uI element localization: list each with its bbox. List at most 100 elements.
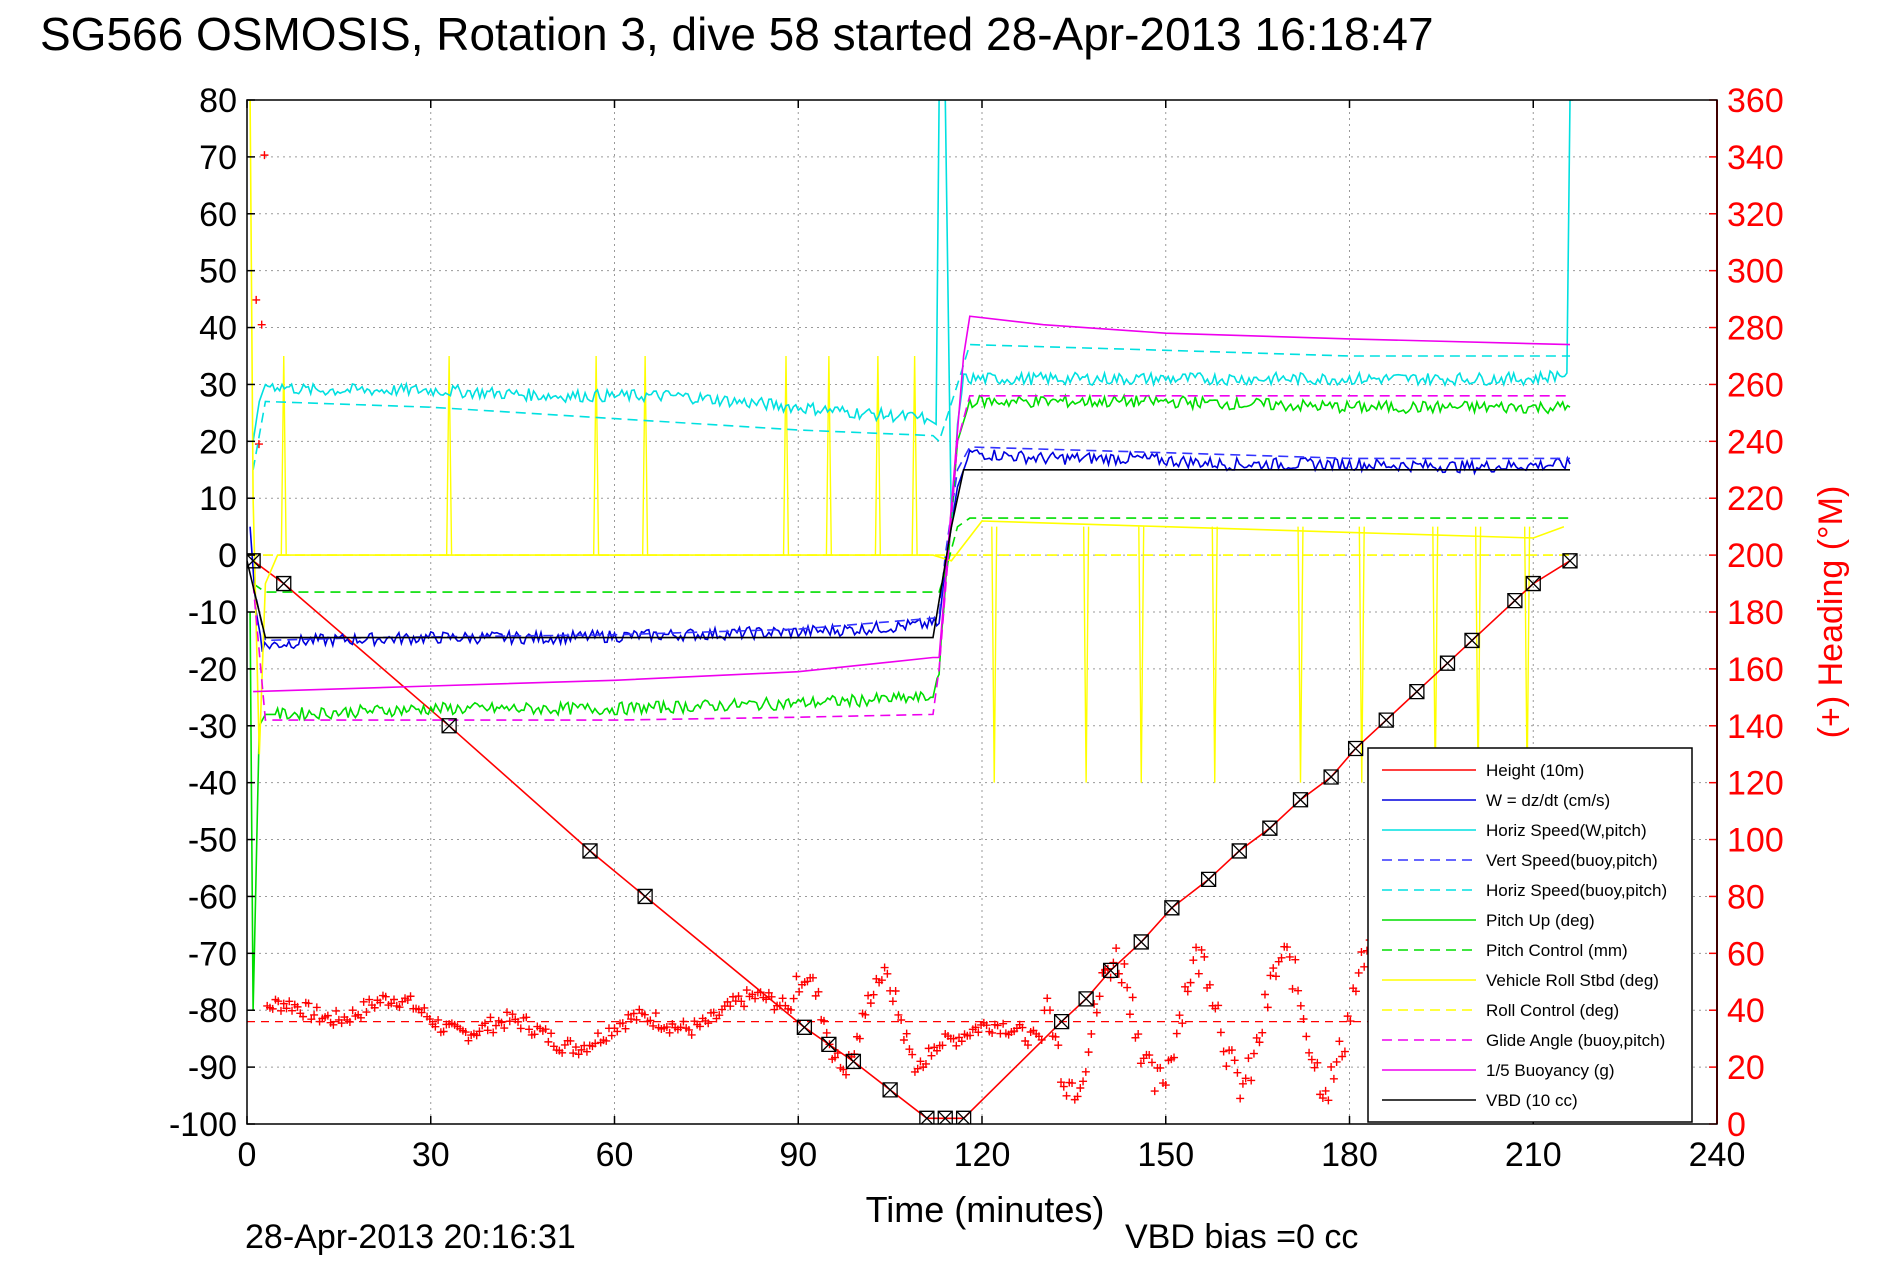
x-tick-label: 120 bbox=[954, 1136, 1011, 1174]
heading-marker bbox=[1216, 1028, 1225, 1037]
legend-label: VBD (10 cc) bbox=[1486, 1091, 1578, 1110]
heading-marker bbox=[1062, 1091, 1071, 1100]
series-line-7 bbox=[249, 100, 1565, 755]
heading-marker bbox=[1351, 987, 1360, 996]
heading-marker bbox=[395, 1003, 404, 1012]
heading-marker bbox=[869, 990, 878, 999]
series-layer bbox=[247, 100, 1578, 1124]
heading-marker bbox=[480, 1019, 489, 1028]
heading-marker bbox=[916, 1057, 925, 1066]
y-tick-label: 10 bbox=[199, 480, 237, 518]
heading-marker bbox=[274, 997, 283, 1006]
heading-marker bbox=[356, 1013, 365, 1022]
heading-marker bbox=[348, 1006, 357, 1015]
roll-spike bbox=[911, 355, 918, 556]
roll-spike bbox=[1474, 526, 1482, 783]
heading-marker bbox=[1123, 983, 1132, 992]
heading-marker bbox=[1156, 1063, 1165, 1072]
right-tick-label: 80 bbox=[1727, 878, 1765, 916]
heading-marker bbox=[1296, 1001, 1305, 1010]
heading-marker bbox=[924, 1044, 933, 1053]
heading-marker bbox=[1227, 1046, 1236, 1055]
heading-marker bbox=[1285, 952, 1294, 961]
heading-marker bbox=[503, 1008, 512, 1017]
heading-marker bbox=[894, 1010, 903, 1019]
heading-marker bbox=[1054, 1041, 1063, 1050]
heading-marker bbox=[307, 1015, 316, 1024]
legend-label: Vehicle Roll Stbd (deg) bbox=[1486, 971, 1659, 990]
heading-marker bbox=[464, 1036, 473, 1045]
heading-marker bbox=[1327, 1062, 1336, 1071]
heading-marker bbox=[544, 1037, 553, 1046]
heading-marker bbox=[1128, 993, 1137, 1002]
y-tick-label: -60 bbox=[188, 878, 237, 916]
heading-marker bbox=[966, 1031, 975, 1040]
roll-spike bbox=[1432, 526, 1439, 783]
heading-marker bbox=[999, 1019, 1008, 1028]
y-tick-label: 40 bbox=[199, 310, 237, 348]
heading-marker bbox=[260, 151, 269, 160]
right-tick-label: 160 bbox=[1727, 651, 1784, 689]
heading-marker bbox=[1145, 1051, 1154, 1060]
heading-marker bbox=[381, 992, 390, 1001]
heading-marker bbox=[491, 1021, 500, 1030]
heading-marker bbox=[861, 1010, 870, 1019]
heading-marker bbox=[932, 1046, 941, 1055]
heading-marker bbox=[1192, 943, 1201, 952]
heading-marker bbox=[742, 986, 751, 995]
heading-marker bbox=[434, 1015, 443, 1024]
right-tick-label: 100 bbox=[1727, 822, 1784, 860]
heading-marker bbox=[649, 1021, 658, 1030]
heading-marker bbox=[1183, 987, 1192, 996]
heading-marker bbox=[1018, 1023, 1027, 1032]
heading-marker bbox=[831, 1053, 839, 1062]
heading-marker bbox=[704, 1019, 713, 1028]
heading-marker bbox=[1360, 962, 1369, 971]
heading-marker bbox=[1321, 1086, 1330, 1095]
right-tick-label: 300 bbox=[1727, 253, 1784, 291]
heading-marker bbox=[866, 999, 875, 1008]
y-tick-label: 70 bbox=[199, 139, 237, 177]
heading-marker bbox=[676, 1023, 685, 1032]
roll-spike bbox=[825, 355, 833, 556]
right-tick-label: 20 bbox=[1727, 1049, 1765, 1087]
heading-marker bbox=[988, 1028, 997, 1037]
height-marker bbox=[1231, 843, 1247, 859]
heading-marker bbox=[883, 969, 892, 978]
heading-marker bbox=[737, 997, 746, 1006]
y-tick-label: -20 bbox=[188, 651, 237, 689]
legend-label: Roll Control (deg) bbox=[1486, 1001, 1619, 1020]
height-marker bbox=[1378, 712, 1394, 728]
roll-spike bbox=[592, 355, 600, 556]
heading-marker bbox=[1161, 1081, 1170, 1090]
heading-marker bbox=[1175, 1011, 1184, 1020]
heading-marker bbox=[593, 1029, 602, 1038]
height-marker bbox=[955, 1110, 972, 1124]
height-marker bbox=[1133, 934, 1149, 950]
heading-marker bbox=[370, 1003, 379, 1012]
heading-marker bbox=[1302, 1032, 1311, 1041]
heading-marker bbox=[842, 1070, 851, 1079]
heading-marker bbox=[618, 1019, 627, 1028]
heading-marker bbox=[1084, 1048, 1093, 1057]
heading-marker bbox=[1343, 1012, 1352, 1021]
heading-marker bbox=[982, 1021, 991, 1030]
heading-marker bbox=[483, 1026, 492, 1035]
heading-marker bbox=[1338, 1052, 1347, 1061]
heading-marker bbox=[547, 1029, 556, 1038]
heading-marker bbox=[500, 1024, 509, 1033]
legend-label: Horiz Speed(buoy,pitch) bbox=[1486, 881, 1667, 900]
heading-marker bbox=[1023, 1041, 1032, 1050]
heading-marker bbox=[695, 1022, 704, 1031]
heading-marker bbox=[792, 972, 801, 981]
heading-marker bbox=[1125, 1010, 1134, 1019]
legend-label: 1/5 Buoyancy (g) bbox=[1486, 1061, 1615, 1080]
heading-marker bbox=[282, 1004, 291, 1013]
heading-marker bbox=[254, 440, 263, 449]
heading-marker bbox=[621, 1024, 630, 1033]
heading-marker bbox=[390, 995, 398, 1004]
heading-marker bbox=[864, 991, 873, 1000]
heading-marker bbox=[1103, 964, 1112, 973]
series-line-9 bbox=[252, 395, 1570, 721]
roll-spike bbox=[874, 355, 882, 556]
